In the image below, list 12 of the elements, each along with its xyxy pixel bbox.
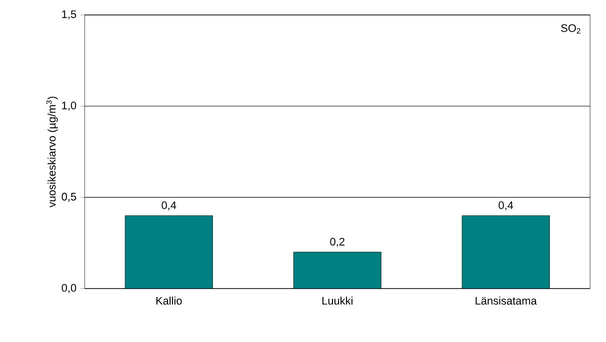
x-tick-label: Luukki — [322, 296, 352, 305]
y-tick-label: 1,0 — [62, 101, 76, 111]
y-axis-title: vuosikeskiarvo (µg/m$^{3}$) — [46, 96, 58, 208]
data-label: 0,2 — [330, 238, 344, 247]
x-tick-label: Länsisatama — [476, 296, 537, 305]
data-label: 0,4 — [162, 201, 176, 210]
data-label: 0,4 — [498, 201, 514, 210]
annotation: SO$_{2}$ — [561, 24, 580, 34]
y-tick-label: 1,5 — [62, 10, 76, 20]
y-tick-label: 0,0 — [62, 284, 76, 293]
x-tick-label: Kallio — [156, 296, 182, 305]
y-tick-label: 0,5 — [62, 192, 76, 202]
